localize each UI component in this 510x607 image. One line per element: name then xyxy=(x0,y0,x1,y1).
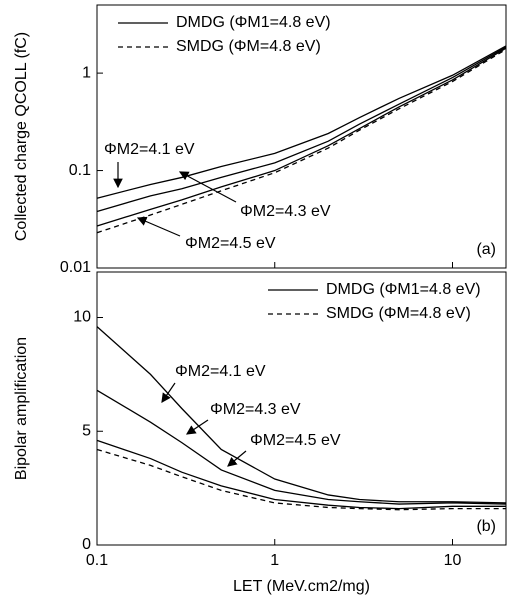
annotation: ΦM2=4.3 eV xyxy=(210,401,301,418)
panel-label: (a) xyxy=(476,241,496,258)
annotation: ΦM2=4.5 eV xyxy=(185,235,276,252)
series-line xyxy=(96,48,507,234)
x-axis-label: LET (MeV.cm2/mg) xyxy=(233,578,370,595)
series-line xyxy=(96,46,507,213)
x-tick-label: 0.1 xyxy=(86,552,108,569)
series-line xyxy=(96,47,507,227)
y-axis-label: Bipolar amplification xyxy=(13,337,30,480)
annotation: ΦM2=4.3 eV xyxy=(240,203,331,220)
annotation-arrow xyxy=(161,382,176,403)
annotation: ΦM2=4.1 eV xyxy=(104,141,195,158)
y-tick-label: 0 xyxy=(82,536,91,553)
annotation-arrow xyxy=(136,216,181,237)
y-tick-label: 0.01 xyxy=(60,259,91,276)
plot-frame xyxy=(96,271,507,546)
x-tick-label: 10 xyxy=(444,552,462,569)
annotation-arrow xyxy=(227,450,247,467)
legend-label: SMDG (ΦM=4.8 eV) xyxy=(176,38,321,55)
legend-label: DMDG (ΦM1=4.8 eV) xyxy=(326,281,481,298)
y-tick-label: 5 xyxy=(82,422,91,439)
annotation-arrow xyxy=(186,419,209,435)
y-tick-label: 10 xyxy=(73,309,91,326)
legend-label: SMDG (ΦM=4.8 eV) xyxy=(326,305,471,322)
y-axis-label: Collected charge QCOLL (fC) xyxy=(13,32,30,241)
annotation: ΦM2=4.1 eV xyxy=(175,363,266,380)
series-line xyxy=(96,389,507,505)
series-line xyxy=(96,439,506,510)
series-line xyxy=(96,45,507,199)
annotation-arrow xyxy=(178,171,237,203)
x-tick-label: 1 xyxy=(270,552,279,569)
series-line xyxy=(96,448,506,511)
legend-label: DMDG (ΦM1=4.8 eV) xyxy=(176,14,331,31)
series-line xyxy=(96,326,507,504)
y-tick-label: 0.1 xyxy=(69,162,91,179)
y-tick-label: 1 xyxy=(82,64,91,81)
plot-frame xyxy=(96,4,507,269)
annotation: ΦM2=4.5 eV xyxy=(250,432,341,449)
panel-label: (b) xyxy=(476,518,496,535)
